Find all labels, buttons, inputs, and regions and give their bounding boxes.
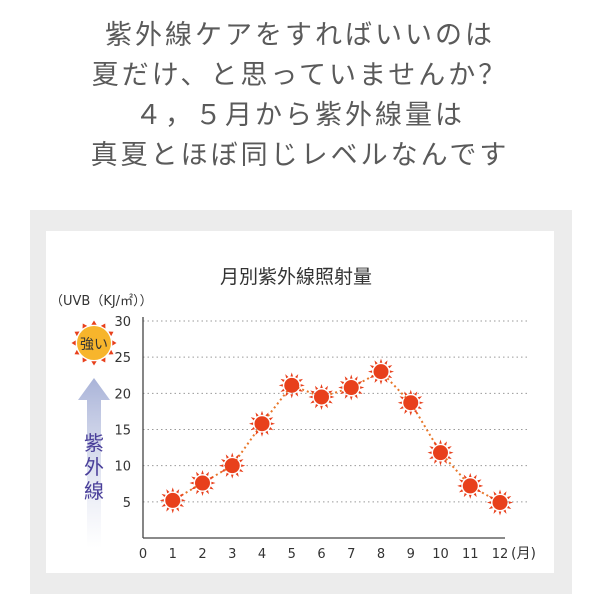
x-axis-unit: (月) <box>511 546 536 562</box>
chart-card <box>46 231 554 573</box>
data-point <box>368 358 394 385</box>
headline-line-2: 夏だけ、と思っていませんか？ <box>91 60 509 91</box>
y-tick-labels: 5 10 15 20 25 30 <box>114 315 131 511</box>
data-point <box>487 489 513 516</box>
x-tick-labels: 0 1 2 3 4 5 6 7 8 9 10 11 12 <box>139 547 508 562</box>
data-point <box>397 389 424 416</box>
x-tick-label: 2 <box>198 547 206 562</box>
vertical-label-char: 線 <box>84 479 104 503</box>
vertical-label-char: 外 <box>84 455 104 479</box>
x-tick-label: 9 <box>407 547 415 562</box>
x-tick-label: 5 <box>288 547 296 562</box>
headline: 紫外線ケアをすればいいのは 夏だけ、と思っていませんか？ ４，５月から紫外線量は… <box>0 16 600 176</box>
x-tick-label: 3 <box>228 547 236 562</box>
headline-line-4: 真夏とほぼ同じレベルなんです <box>90 140 510 171</box>
data-point <box>159 487 186 514</box>
y-tick-label: 15 <box>114 424 131 439</box>
data-point <box>457 472 484 499</box>
y-tick-label: 20 <box>114 387 131 402</box>
y-tick-label: 25 <box>114 351 131 366</box>
axes <box>142 317 505 539</box>
data-point <box>249 410 275 437</box>
y-tick-label: 10 <box>114 460 131 475</box>
data-point <box>427 439 454 466</box>
sun-label: 強い <box>80 337 108 353</box>
grid-lines <box>143 320 530 503</box>
data-point <box>219 452 246 479</box>
headline-line-3: ４，５月から紫外線量は <box>135 100 465 131</box>
data-point <box>189 470 216 497</box>
intensity-arrow <box>78 378 110 548</box>
sun-icon <box>71 320 117 366</box>
x-tick-label: 11 <box>462 547 479 562</box>
vertical-label-char: 紫 <box>84 431 104 455</box>
data-point <box>338 374 365 401</box>
uv-series <box>159 358 513 516</box>
y-tick-label: 30 <box>114 315 131 330</box>
data-point <box>278 372 305 399</box>
y-tick-label: 5 <box>123 496 131 511</box>
data-point <box>308 383 335 410</box>
series-line <box>172 370 501 504</box>
x-tick-label: 8 <box>377 547 385 562</box>
x-tick-label: 1 <box>169 547 177 562</box>
x-tick-label: 7 <box>347 547 355 562</box>
headline-line-1: 紫外線ケアをすればいいのは <box>105 20 495 51</box>
y-axis-label: （UVB（KJ/㎡）） <box>50 294 153 309</box>
x-tick-label: 4 <box>258 547 266 562</box>
chart-title: 月別紫外線照射量 <box>220 266 372 288</box>
x-tick-label: 0 <box>139 547 147 562</box>
x-tick-label: 10 <box>432 547 449 562</box>
x-tick-label: 6 <box>317 547 325 562</box>
x-tick-label: 12 <box>492 547 509 562</box>
